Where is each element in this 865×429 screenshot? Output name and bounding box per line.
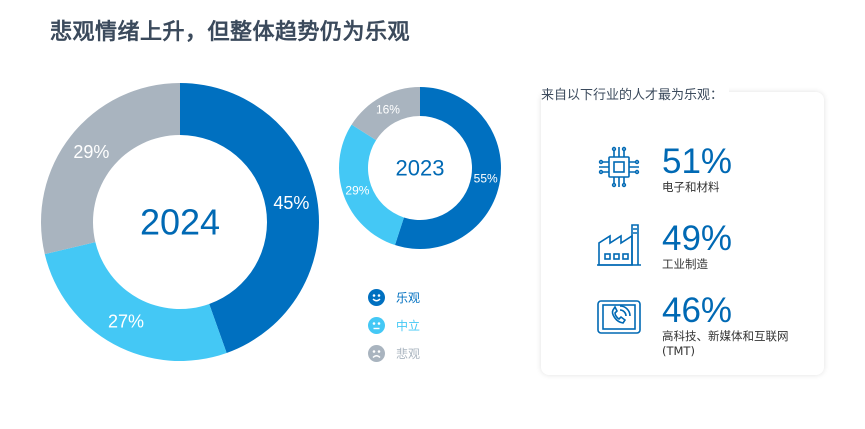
donut-chart-2024: 45% 27% 29% 2024: [41, 83, 319, 361]
donut-slice-pessimistic: [351, 87, 420, 141]
slice-label: 45%: [273, 193, 309, 213]
slice-label: 27%: [108, 311, 144, 331]
neutral-face-icon: [368, 316, 385, 334]
donut-slice-optimistic: [180, 83, 319, 353]
legend-item-optimistic: 乐观: [368, 283, 420, 311]
frown-icon: [368, 344, 385, 362]
panel-title: 来自以下行业的人才最为乐观：: [541, 78, 730, 107]
legend-item-neutral: 中立: [368, 311, 420, 339]
donut-slice-pessimistic: [41, 83, 180, 255]
industry-name-line2: (TMT): [662, 344, 695, 358]
legend-label: 悲观: [396, 346, 421, 361]
industry-percent: 51%: [662, 142, 733, 181]
legend-label: 乐观: [396, 290, 421, 305]
tablet-phone-icon: [597, 300, 641, 334]
industry-panel: [541, 92, 824, 375]
industry-tmt: 46% 高科技、新媒体和互联网 (TMT): [596, 293, 789, 359]
slice-label: 29%: [73, 142, 109, 162]
donut-slice-neutral: [339, 124, 404, 246]
industry-percent: 49%: [662, 219, 733, 258]
legend: 乐观 中立 悲观: [368, 283, 420, 367]
industry-name: 电子和材料: [662, 180, 720, 194]
industry-name: 工业制造: [662, 257, 708, 271]
donut-slice-optimistic: [394, 87, 501, 249]
slice-label: 29%: [345, 184, 369, 198]
slice-label: 55%: [474, 171, 498, 185]
industry-manufacturing: 49% 工业制造: [596, 221, 732, 272]
factory-icon: [597, 224, 641, 266]
industry-percent: 46%: [662, 291, 733, 330]
center-year-label: 2023: [396, 156, 445, 181]
slice-label: 16%: [376, 103, 400, 117]
microchip-icon: [598, 146, 640, 188]
industry-electronics: 51% 电子和材料: [596, 144, 732, 195]
industry-name: 高科技、新媒体和互联网: [662, 329, 789, 343]
donut-slice-neutral: [44, 242, 227, 361]
donut-chart-2023: 55% 29% 16% 2023: [339, 87, 501, 249]
page-title: 悲观情绪上升，但整体趋势仍为乐观: [50, 20, 411, 45]
legend-item-pessimistic: 悲观: [368, 339, 420, 367]
smile-icon: [368, 288, 385, 306]
center-year-label: 2024: [140, 202, 220, 243]
legend-label: 中立: [396, 318, 421, 333]
